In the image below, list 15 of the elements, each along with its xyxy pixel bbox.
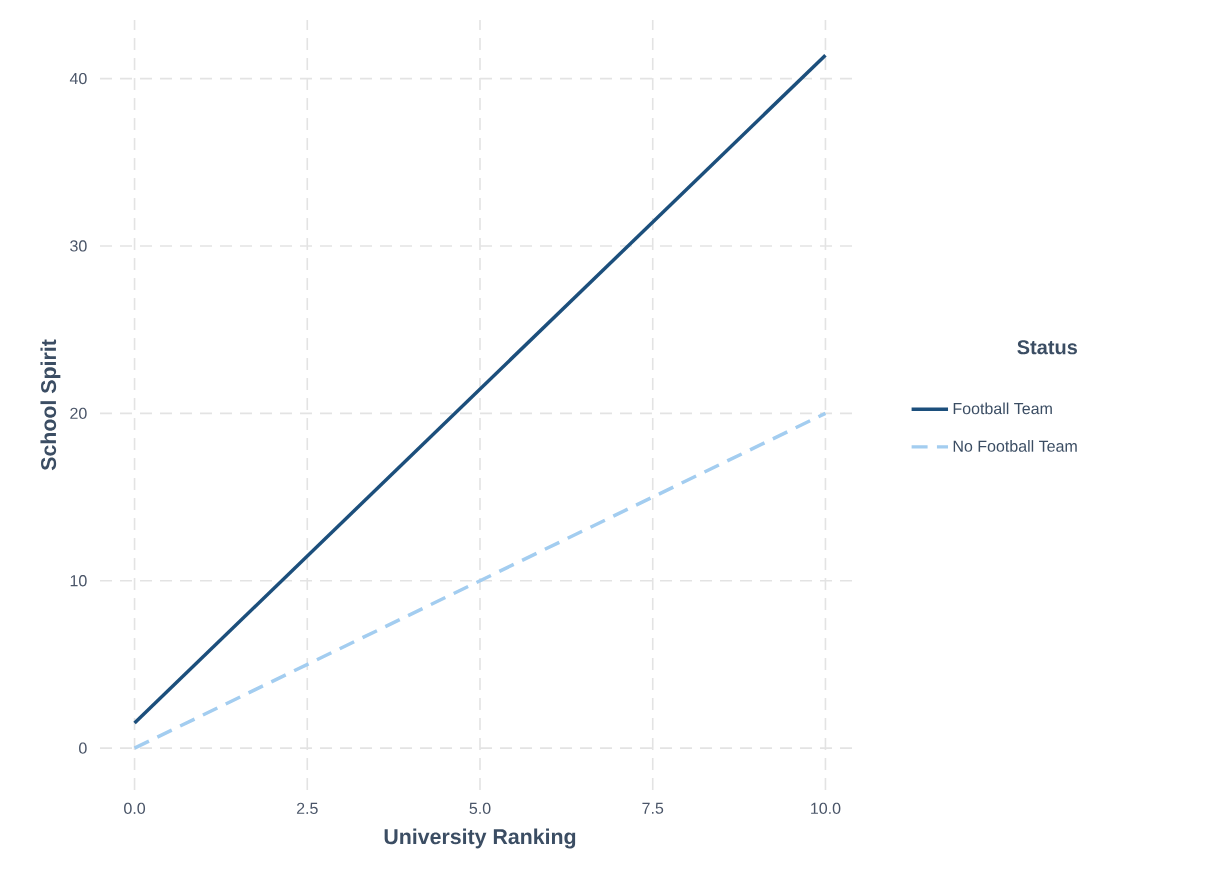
y-tick-label: 10 [70, 575, 87, 587]
y-axis-title: School Spirit [40, 339, 61, 471]
x-tick-label: 5.0 [469, 802, 491, 815]
x-axis-title: University Ranking [384, 828, 576, 849]
x-tick-label: 0.0 [124, 802, 146, 815]
x-tick-label: 2.5 [296, 802, 318, 815]
y-tick-label: 20 [70, 407, 87, 420]
y-tick-label: 30 [70, 240, 87, 252]
legend-label: Football Team [953, 402, 1052, 415]
legend-title: Status [1017, 340, 1077, 355]
legend-label: No Football Team [953, 440, 1077, 452]
y-tick-label: 40 [69, 72, 87, 85]
x-tick-label: 7.5 [642, 802, 664, 814]
x-tick-label: 10.0 [811, 802, 841, 815]
y-tick-label: 0 [79, 742, 87, 754]
